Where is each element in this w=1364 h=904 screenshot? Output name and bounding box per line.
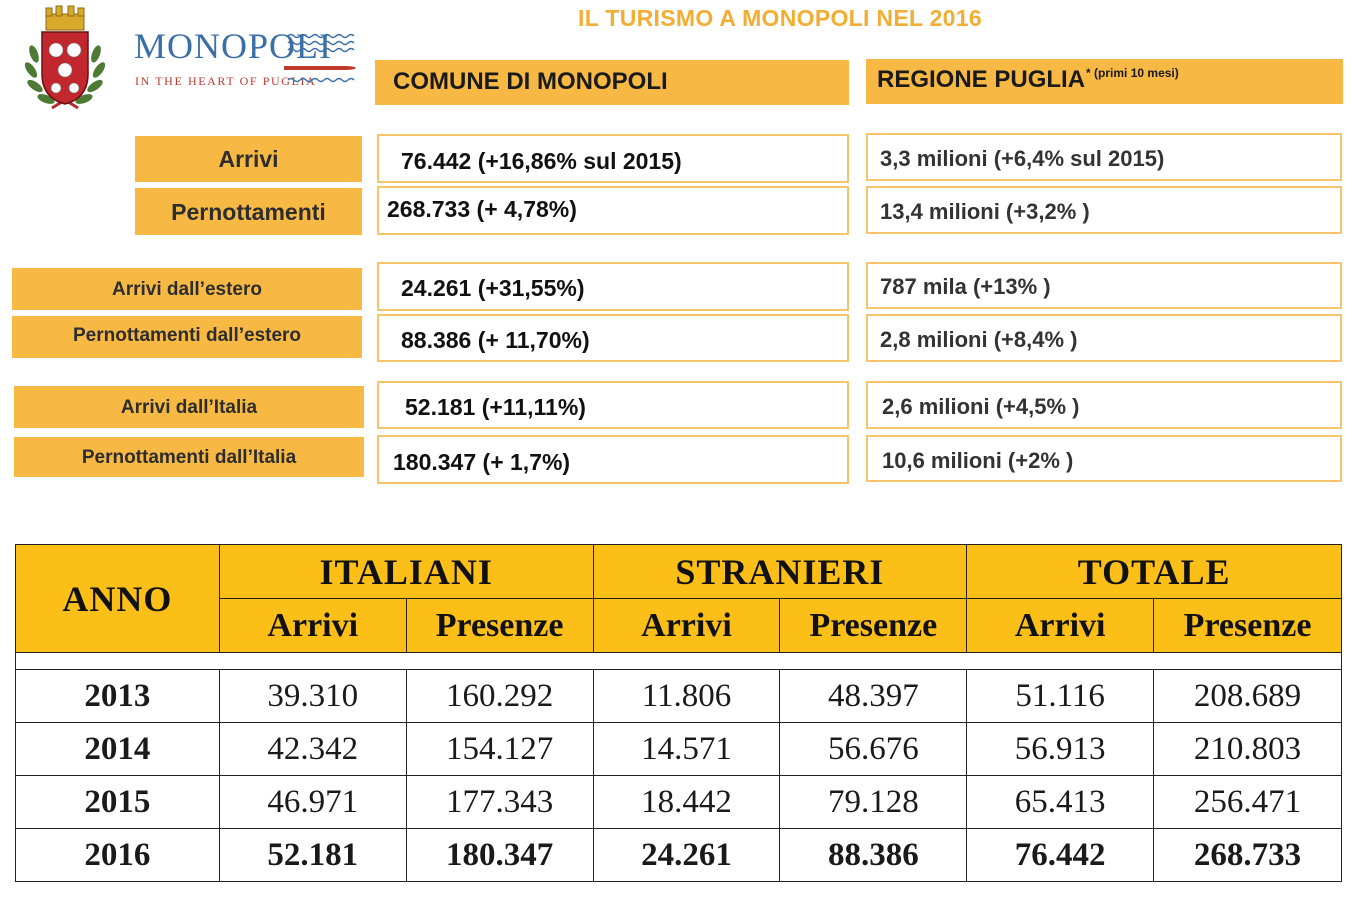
logo-tagline: IN THE HEART OF PUGLIA xyxy=(135,74,317,88)
table-cell: 256.471 xyxy=(1153,775,1342,829)
comune-value-pernottamenti-estero: 88.386 (+ 11,70%) xyxy=(377,314,849,362)
table-cell: 160.292 xyxy=(405,669,594,723)
row-label-pernottamenti-estero: Pernottamenti dall’estero xyxy=(12,316,362,358)
table-cell: 177.343 xyxy=(405,775,594,829)
regione-period-note: (primi 10 mesi) xyxy=(1094,66,1179,80)
group-header-totale: TOTALE xyxy=(966,544,1342,599)
table-cell: 76.442 xyxy=(966,828,1155,882)
table-cell: 180.347 xyxy=(405,828,594,882)
subheader-arrivi: Arrivi xyxy=(218,598,407,653)
regione-value-pernottamenti-italia: 10,6 milioni (+2% ) xyxy=(866,435,1342,482)
comune-value-pernottamenti: 268.733 (+ 4,78%) xyxy=(377,186,849,235)
row-label-arrivi-estero: Arrivi dall’estero xyxy=(12,268,362,310)
comune-header: COMUNE DI MONOPOLI xyxy=(375,60,849,105)
table-cell: 18.442 xyxy=(592,775,781,829)
table-row: 2013 39.310 160.292 11.806 48.397 51.116… xyxy=(15,669,1342,723)
comune-value-arrivi-italia: 52.181 (+11,11%) xyxy=(377,381,849,429)
row-label-arrivi-italia: Arrivi dall’Italia xyxy=(14,386,364,428)
logo-name: MONOPOLI xyxy=(134,26,333,66)
year-cell: 2016 xyxy=(15,828,220,882)
row-label-pernottamenti: Pernottamenti xyxy=(135,188,362,235)
table-row: 2016 52.181 180.347 24.261 88.386 76.442… xyxy=(15,828,1342,882)
waves-icon xyxy=(284,33,356,83)
table-spacer-row xyxy=(15,652,1342,670)
table-cell: 79.128 xyxy=(779,775,968,829)
subheader-presenze: Presenze xyxy=(779,598,968,653)
table-cell: 24.261 xyxy=(592,828,781,882)
table-cell: 208.689 xyxy=(1153,669,1342,723)
coat-of-arms-logo xyxy=(22,4,108,118)
regione-value-arrivi-estero: 787 mila (+13% ) xyxy=(866,262,1342,309)
comune-value-arrivi-estero: 24.261 (+31,55%) xyxy=(377,262,849,311)
regione-footnote-marker: * xyxy=(1086,66,1091,80)
table-cell: 65.413 xyxy=(966,775,1155,829)
year-cell: 2015 xyxy=(15,775,220,829)
regione-value-arrivi: 3,3 milioni (+6,4% sul 2015) xyxy=(866,133,1342,181)
year-cell: 2013 xyxy=(15,669,220,723)
table-row: 2015 46.971 177.343 18.442 79.128 65.413… xyxy=(15,775,1342,829)
comune-value-pernottamenti-italia: 180.347 (+ 1,7%) xyxy=(377,435,849,484)
comune-value-arrivi: 76.442 (+16,86% sul 2015) xyxy=(377,134,849,183)
subheader-presenze: Presenze xyxy=(405,598,594,653)
table-cell: 14.571 xyxy=(592,722,781,776)
annual-stats-table: ANNO ITALIANI STRANIERI TOTALE Arrivi Pr… xyxy=(15,544,1342,882)
regione-header: REGIONE PUGLIA* (primi 10 mesi) xyxy=(866,59,1343,104)
table-cell: 42.342 xyxy=(218,722,407,776)
subheader-arrivi: Arrivi xyxy=(592,598,781,653)
table-cell: 46.971 xyxy=(218,775,407,829)
anno-header: ANNO xyxy=(15,544,220,653)
table-cell: 52.181 xyxy=(218,828,407,882)
table-cell: 268.733 xyxy=(1153,828,1342,882)
monopoli-wordmark: MONOPOLI IN THE HEART OF PUGLIA xyxy=(134,26,370,96)
regione-value-pernottamenti-estero: 2,8 milioni (+8,4% ) xyxy=(866,314,1342,362)
table-cell: 39.310 xyxy=(218,669,407,723)
table-cell: 56.676 xyxy=(779,722,968,776)
page-title: IL TURISMO A MONOPOLI NEL 2016 xyxy=(578,5,982,31)
regione-value-pernottamenti: 13,4 milioni (+3,2% ) xyxy=(866,186,1342,234)
table-cell: 88.386 xyxy=(779,828,968,882)
table-cell: 48.397 xyxy=(779,669,968,723)
table-cell: 56.913 xyxy=(966,722,1155,776)
regione-header-label: REGIONE PUGLIA xyxy=(877,66,1086,93)
table-cell: 154.127 xyxy=(405,722,594,776)
table-cell: 11.806 xyxy=(592,669,781,723)
regione-value-arrivi-italia: 2,6 milioni (+4,5% ) xyxy=(866,381,1342,429)
table-cell: 210.803 xyxy=(1153,722,1342,776)
subheader-presenze: Presenze xyxy=(1153,598,1342,653)
row-label-arrivi: Arrivi xyxy=(135,136,362,182)
year-cell: 2014 xyxy=(15,722,220,776)
subheader-arrivi: Arrivi xyxy=(966,598,1155,653)
table-cell: 51.116 xyxy=(966,669,1155,723)
row-label-pernottamenti-italia: Pernottamenti dall’Italia xyxy=(14,437,364,477)
table-row: 2014 42.342 154.127 14.571 56.676 56.913… xyxy=(15,722,1342,776)
group-header-italiani: ITALIANI xyxy=(218,544,594,599)
group-header-stranieri: STRANIERI xyxy=(592,544,968,599)
